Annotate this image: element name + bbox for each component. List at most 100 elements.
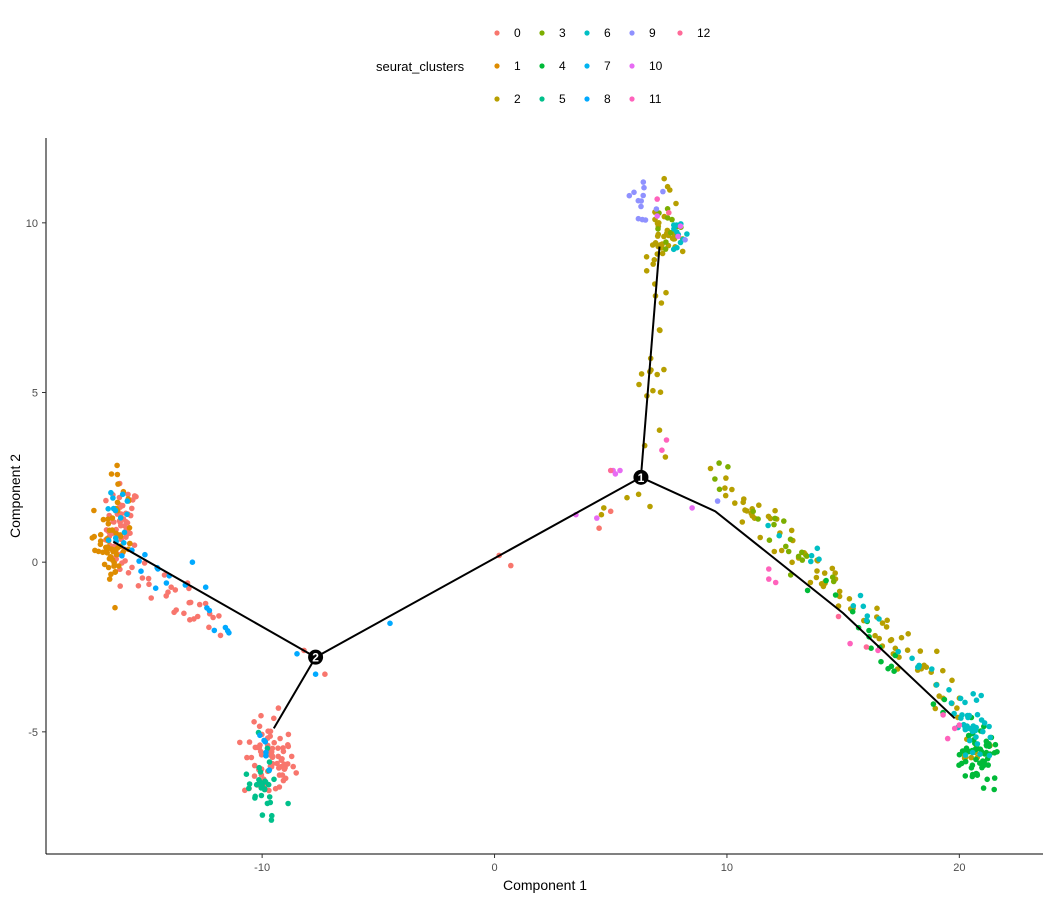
data-point	[814, 568, 820, 574]
data-point	[765, 522, 771, 529]
data-point	[105, 521, 112, 527]
data-point	[771, 548, 778, 555]
data-point	[750, 508, 756, 515]
data-point	[635, 491, 642, 498]
legend-marker	[494, 63, 500, 69]
x-tick-label: 0	[491, 862, 497, 874]
data-point	[766, 566, 772, 572]
data-point	[202, 600, 209, 607]
data-point	[664, 215, 671, 221]
data-point	[104, 544, 111, 550]
data-point	[129, 505, 135, 512]
data-point	[237, 739, 243, 746]
data-point	[133, 493, 139, 500]
legend-item-4: 4	[539, 59, 566, 73]
data-point	[97, 531, 104, 538]
data-point	[266, 794, 273, 800]
data-point	[836, 588, 843, 595]
data-point	[847, 640, 853, 647]
data-point	[285, 731, 292, 738]
data-point	[251, 762, 258, 769]
data-point	[904, 647, 911, 653]
axes: -10 0 10 20 -5 0 5 10 Component 1 Component 2	[7, 138, 1043, 893]
legend-marker	[629, 63, 635, 69]
data-point	[909, 655, 915, 662]
data-point	[956, 751, 963, 758]
legend-marker	[584, 63, 590, 69]
data-point	[131, 542, 138, 548]
data-point	[643, 268, 650, 274]
data-point	[888, 663, 895, 670]
x-tick: 10	[721, 854, 733, 874]
data-point	[105, 516, 111, 522]
legend-item-3: 3	[539, 26, 566, 40]
legend-item-1: 1	[494, 59, 521, 73]
data-point	[781, 518, 787, 524]
data-point	[878, 658, 884, 665]
data-point	[110, 505, 117, 512]
data-point	[675, 233, 681, 240]
data-point	[139, 575, 146, 581]
data-point	[986, 743, 992, 750]
data-point	[789, 559, 795, 566]
data-point	[279, 756, 285, 762]
x-tick: 20	[953, 854, 965, 874]
data-point	[290, 763, 297, 770]
data-point	[966, 712, 973, 719]
legend-marker	[494, 30, 500, 36]
data-point	[280, 748, 287, 755]
data-point	[121, 529, 128, 536]
points-layer	[89, 175, 1000, 823]
data-point	[108, 489, 114, 496]
data-point	[256, 764, 263, 771]
data-point	[601, 505, 607, 511]
data-point	[766, 576, 772, 582]
branch-node-label: 1	[638, 471, 645, 485]
data-point	[148, 595, 154, 601]
data-point	[778, 547, 785, 554]
data-point	[714, 498, 721, 504]
data-point	[653, 206, 660, 212]
x-axis-title: Component 1	[503, 877, 587, 893]
data-point	[244, 754, 250, 761]
data-point	[271, 776, 277, 783]
data-point	[905, 631, 911, 637]
data-point	[288, 753, 295, 760]
data-point	[659, 447, 665, 454]
data-point	[267, 733, 274, 739]
data-point	[322, 671, 328, 677]
data-point	[262, 739, 269, 745]
legend-marker	[539, 30, 545, 36]
data-point	[657, 389, 664, 396]
data-point	[875, 647, 881, 654]
data-point	[285, 800, 291, 807]
data-point	[189, 559, 196, 565]
data-point	[258, 792, 265, 799]
legend-marker	[629, 96, 635, 102]
data-point	[271, 715, 277, 722]
legend-label: 11	[649, 92, 662, 106]
data-point	[799, 557, 806, 563]
data-point	[772, 579, 779, 586]
data-point	[940, 712, 946, 718]
data-point	[152, 585, 159, 591]
data-point	[112, 568, 119, 575]
data-point	[895, 648, 901, 655]
data-point	[165, 589, 171, 595]
data-point	[674, 244, 680, 251]
y-ticks: -5 0 5 10	[26, 218, 46, 739]
data-point	[206, 607, 213, 614]
data-point	[656, 327, 663, 333]
cluster-5-points	[243, 729, 291, 823]
legend-marker	[584, 30, 590, 36]
data-point	[293, 770, 300, 776]
data-point	[266, 759, 273, 765]
data-point	[119, 491, 126, 498]
data-point	[141, 560, 148, 566]
legend-marker	[494, 96, 500, 102]
data-point	[860, 603, 867, 610]
data-point	[892, 652, 899, 659]
data-point	[722, 492, 729, 499]
data-point	[716, 460, 722, 466]
